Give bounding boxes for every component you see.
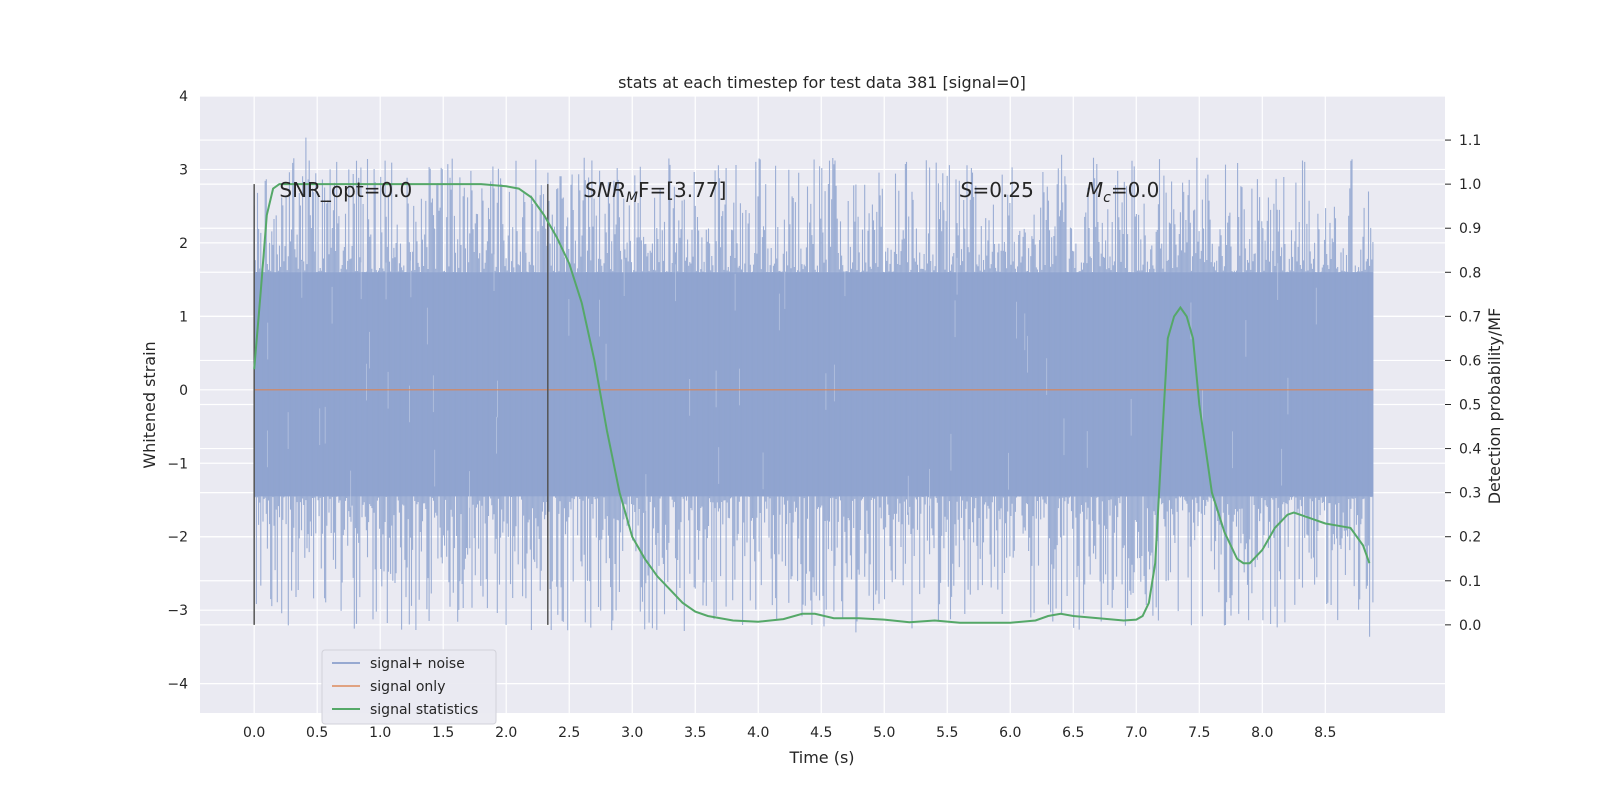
x-tick-label: 3.0 [621, 725, 643, 741]
y-left-tick-label: −3 [167, 603, 188, 619]
annotations: SNR_opt=0.0 SNRMF=[3.77] S=0.25 Mc=0.0 [279, 178, 1159, 206]
y-right-tick-label: 0.2 [1459, 530, 1481, 546]
y-left-tick-label: −4 [167, 677, 188, 693]
legend-label-signal-noise: signal+ noise [370, 656, 465, 672]
x-tick-label: 0.5 [306, 725, 328, 741]
legend-label-signal-statistics: signal statistics [370, 702, 478, 718]
y-left-tick-label: −1 [167, 456, 188, 472]
y-right-tick-label: 0.8 [1459, 265, 1481, 281]
noise-series [253, 137, 1374, 637]
x-tick-label: 2.5 [558, 725, 580, 741]
y-right-tick-label: 0.7 [1459, 309, 1481, 325]
x-tick-label: 1.5 [432, 725, 454, 741]
x-tick-label: 5.5 [936, 725, 958, 741]
x-tick-label: 1.0 [369, 725, 391, 741]
y-left-tick-label: 1 [179, 309, 188, 325]
x-tick-label: 6.5 [1062, 725, 1084, 741]
y-left-tick-label: 4 [179, 89, 188, 105]
legend: signal+ noise signal only signal statist… [321, 649, 497, 725]
y-left-tick-label: −2 [167, 530, 188, 546]
x-tick-label: 8.0 [1251, 725, 1273, 741]
legend-box [321, 649, 497, 725]
x-tick-label: 4.0 [747, 725, 769, 741]
y-axis-label-left: Whitened strain [140, 341, 159, 468]
y-right-tick-label: 0.6 [1459, 353, 1481, 369]
y-right-tick-label: 0.4 [1459, 442, 1481, 458]
y-right-tick-label: 0.5 [1459, 398, 1481, 414]
chart-title: stats at each timestep for test data 381… [618, 73, 1026, 92]
series-line-signal-statistics [253, 183, 1371, 624]
annotation-3: Mc=0.0 [1086, 178, 1160, 206]
x-tick-label: 2.0 [495, 725, 517, 741]
y-right-tick-label: 0.3 [1459, 486, 1481, 502]
x-tick-label: 0.0 [243, 725, 265, 741]
y-right-tick-label: 0.1 [1459, 574, 1481, 590]
y-left-tick-label: 3 [179, 162, 188, 178]
x-tick-label: 6.0 [999, 725, 1021, 741]
x-tick-label: 8.5 [1314, 725, 1336, 741]
y-left-tick-label: 0 [179, 383, 188, 399]
y-right-tick-label: 0.0 [1459, 618, 1481, 634]
x-tick-label: 4.5 [810, 725, 832, 741]
x-tick-label: 7.0 [1125, 725, 1147, 741]
vertical-markers [253, 184, 549, 625]
y-left-tick-label: 2 [179, 236, 188, 252]
y-right-ticks: 1.1 1.0 0.9 0.8 0.7 0.6 0.5 0.4 0.3 0.2 0.1 0.0 [1445, 133, 1481, 634]
x-tick-label: 7.5 [1188, 725, 1210, 741]
x-tick-label: 3.5 [684, 725, 706, 741]
y-left-ticks: 4 3 2 1 0 −1 −2 −3 −4 [167, 89, 188, 693]
x-ticks: 0.0 0.5 1.0 1.5 2.0 2.5 3.0 3.5 4.0 4.5 5.0 5.5 6.0 6… [243, 725, 1336, 741]
y-right-tick-label: 1.1 [1459, 133, 1481, 149]
annotation-1: SNRMF=[3.77] [584, 178, 726, 206]
y-right-tick-label: 1.0 [1459, 177, 1481, 193]
y-axis-label-right: Detection probability/MF [1485, 308, 1504, 505]
legend-label-signal-only: signal only [370, 679, 445, 695]
y-right-tick-label: 0.9 [1459, 221, 1481, 237]
x-axis-label: Time (s) [788, 748, 854, 767]
annotation-0: SNR_opt=0.0 [279, 178, 412, 202]
annotation-2: S=0.25 [960, 178, 1034, 202]
x-tick-label: 5.0 [873, 725, 895, 741]
